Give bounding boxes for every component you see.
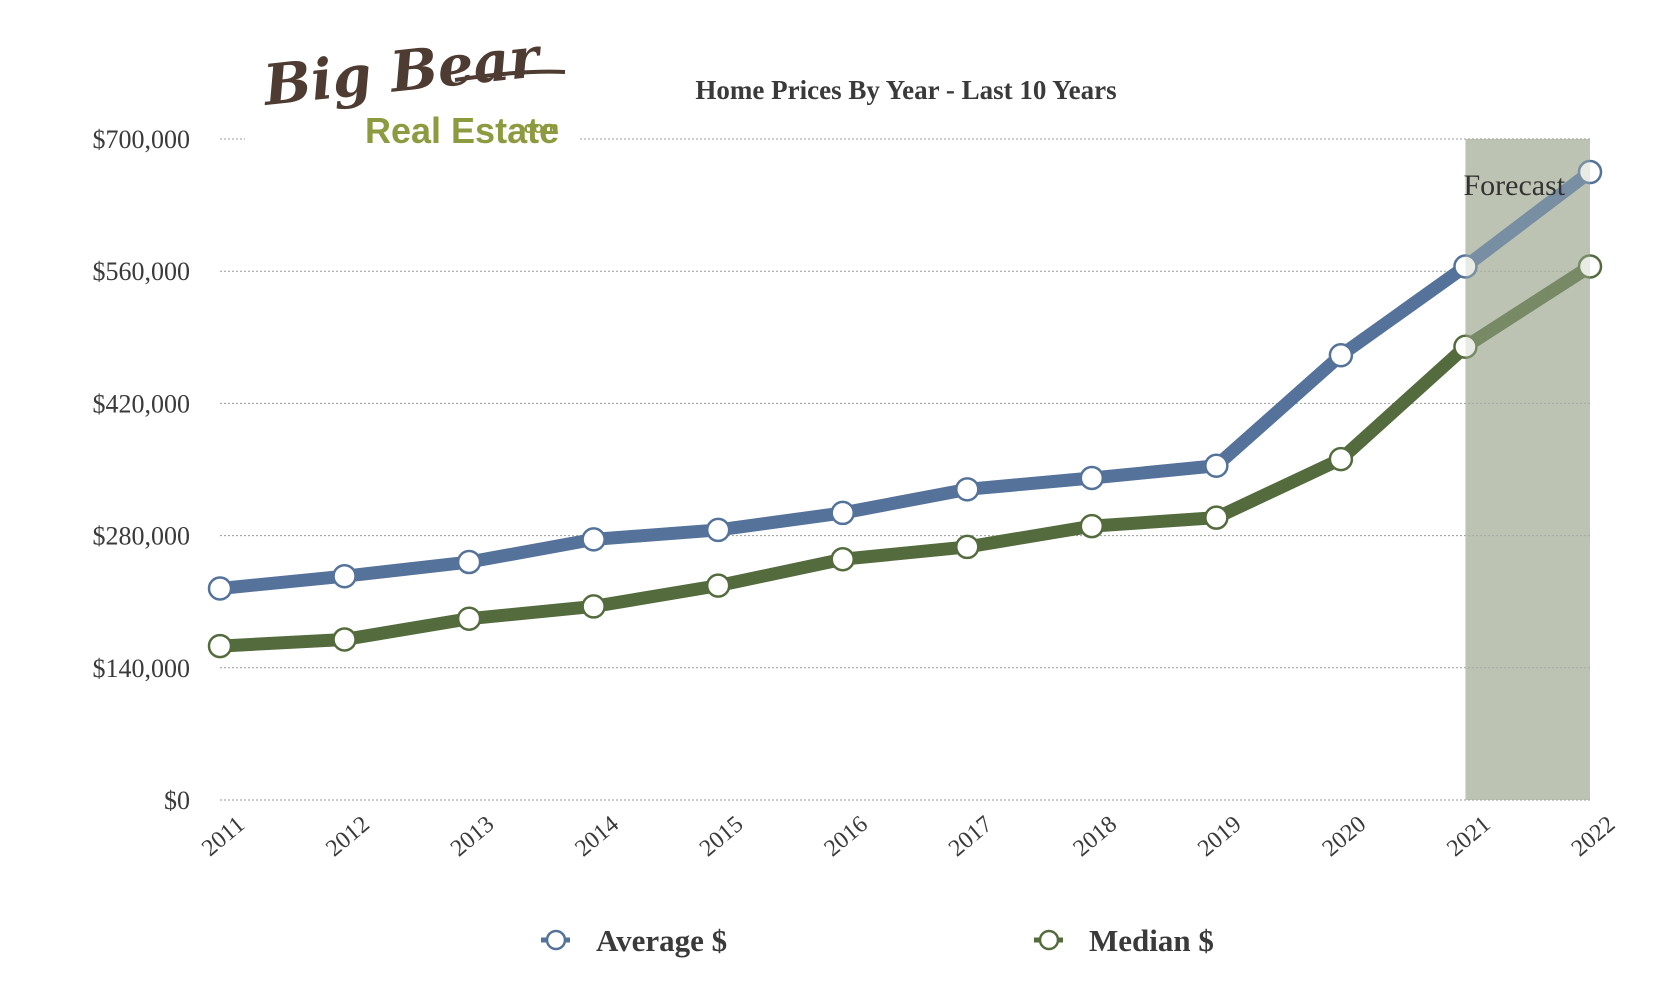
logo-swash bbox=[454, 69, 566, 82]
data-point-median bbox=[1577, 254, 1603, 279]
logo-com-text: .com bbox=[519, 118, 559, 137]
legend-median-label: Median $ bbox=[1089, 923, 1214, 958]
data-point-median bbox=[581, 594, 606, 619]
y-tick-label: $700,000 bbox=[93, 125, 191, 154]
series-layer bbox=[207, 159, 1603, 659]
x-tick-label: 2012 bbox=[321, 811, 374, 862]
data-point-median bbox=[207, 633, 233, 659]
legend-item-median: Median $ bbox=[1034, 923, 1214, 958]
data-point-median bbox=[1328, 446, 1354, 472]
legend-item-average: Average $ bbox=[541, 923, 727, 958]
data-point-average bbox=[705, 517, 731, 543]
data-point-median bbox=[1079, 513, 1105, 539]
legend-median-marker bbox=[1038, 929, 1060, 951]
data-point-average bbox=[456, 549, 482, 575]
legend: Average $ Median $ bbox=[541, 923, 1214, 958]
x-tick-label: 2022 bbox=[1567, 811, 1620, 862]
series-line-average bbox=[213, 165, 1597, 595]
x-tick-label: 2020 bbox=[1318, 811, 1371, 862]
x-tick-label: 2011 bbox=[197, 812, 250, 862]
data-point-median bbox=[1204, 505, 1229, 530]
data-point-median bbox=[955, 534, 980, 560]
data-point-average bbox=[1577, 159, 1603, 185]
x-axis: 2011 2012 2013 2014 2015 2016 2017 2018 2019 2020… bbox=[197, 811, 1620, 862]
data-point-average bbox=[207, 576, 233, 601]
data-point-average bbox=[1453, 254, 1478, 279]
y-tick-label: $560,000 bbox=[93, 257, 191, 286]
data-point-median bbox=[705, 573, 731, 598]
x-tick-label: 2014 bbox=[570, 811, 623, 862]
legend-average-label: Average $ bbox=[596, 923, 727, 958]
logo-real-estate-text: Real Estate bbox=[365, 110, 559, 151]
legend-average-marker bbox=[545, 929, 567, 951]
data-point-average bbox=[1079, 465, 1105, 491]
data-point-median bbox=[456, 606, 482, 631]
data-point-median bbox=[332, 627, 357, 652]
forecast-label-layer: Forecast bbox=[1463, 139, 1590, 800]
series-line-median bbox=[213, 259, 1597, 653]
data-point-average bbox=[332, 563, 357, 589]
y-tick-label: $420,000 bbox=[93, 389, 191, 418]
data-point-median bbox=[830, 546, 855, 572]
x-tick-label: 2018 bbox=[1069, 811, 1122, 862]
data-point-average bbox=[581, 527, 606, 552]
data-point-average bbox=[955, 477, 980, 502]
x-tick-label: 2016 bbox=[819, 811, 872, 862]
x-tick-label: 2021 bbox=[1442, 811, 1495, 862]
x-tick-label: 2017 bbox=[944, 811, 997, 862]
x-tick-label: 2013 bbox=[446, 811, 499, 862]
logo-background bbox=[245, 50, 580, 154]
logo: Big Bear Real Estate .com bbox=[245, 24, 580, 154]
data-point-median bbox=[1453, 334, 1478, 359]
y-axis: $0 $140,000 $280,000 $420,000 $560,000 $700,0… bbox=[93, 125, 191, 815]
chart-title: Home Prices By Year - Last 10 Years bbox=[695, 75, 1116, 105]
data-point-average bbox=[1328, 342, 1354, 368]
y-tick-label: $140,000 bbox=[93, 654, 191, 683]
data-point-average bbox=[1204, 453, 1229, 478]
y-tick-label: $280,000 bbox=[93, 522, 191, 551]
forecast-label: Forecast bbox=[1463, 169, 1565, 202]
y-tick-label: $0 bbox=[164, 786, 190, 815]
data-point-average bbox=[830, 500, 855, 526]
forecast-band-overlay bbox=[1465, 139, 1590, 800]
grid-layer bbox=[220, 138, 1590, 801]
x-tick-label: 2019 bbox=[1193, 811, 1246, 862]
x-tick-label: 2015 bbox=[695, 811, 748, 862]
